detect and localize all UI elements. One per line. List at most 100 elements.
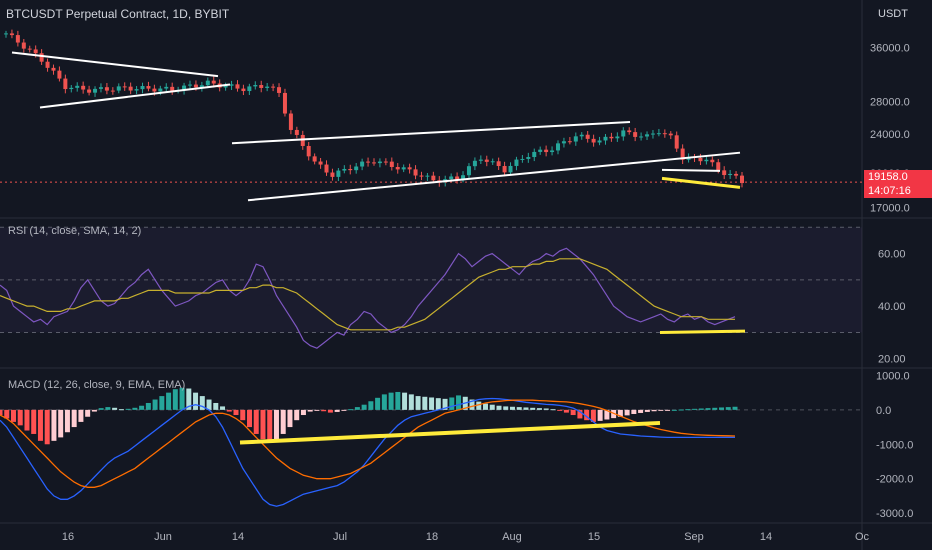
macd-histogram-bar — [415, 396, 421, 410]
candle-body — [496, 161, 501, 167]
candles — [4, 29, 744, 188]
trendline-yellow — [661, 176, 741, 189]
macd-histogram-bar — [361, 404, 367, 410]
macd-histogram-bar — [456, 395, 462, 410]
candle-body — [81, 85, 86, 90]
macd-histogram-bar — [172, 389, 178, 410]
macd-histogram-bar — [658, 409, 664, 411]
candle-body — [561, 141, 566, 144]
macd-histogram-bar — [287, 409, 293, 428]
macd-histogram-bar — [260, 409, 266, 440]
macd-signal-line — [0, 399, 736, 488]
macd-histogram-bar — [354, 407, 360, 410]
macd-histogram-bar — [530, 407, 536, 410]
candle-body — [389, 161, 394, 167]
rsi-trendline-yellow — [659, 329, 746, 334]
candle-body — [567, 141, 572, 143]
macd-histogram-bar — [105, 407, 111, 410]
macd-histogram-bar — [179, 387, 185, 410]
macd-histogram-bar — [206, 399, 212, 410]
trendline-white — [661, 168, 721, 172]
rsi-legend[interactable]: RSI (14, close, SMA, 14, 2) — [8, 225, 142, 237]
candle-body — [383, 161, 388, 163]
macd-histogram-bar — [489, 404, 495, 410]
macd-histogram-bar — [543, 408, 549, 410]
time-tick-label: 16 — [62, 531, 74, 543]
candle-body — [395, 166, 400, 170]
candle-body — [265, 86, 270, 88]
candle-body — [223, 85, 228, 88]
candle-body — [146, 86, 151, 89]
candle-body — [271, 86, 276, 88]
macd-histogram-bar — [671, 409, 677, 411]
macd-histogram-bar — [327, 409, 333, 413]
time-tick-label: 18 — [426, 531, 438, 543]
rsi-line — [0, 247, 736, 349]
macd-histogram-bar — [570, 409, 576, 416]
macd-histogram-bar — [71, 409, 77, 428]
candle-body — [229, 84, 234, 86]
candle-body — [4, 33, 8, 35]
candle-body — [158, 88, 163, 92]
macd-histogram-bar — [388, 392, 394, 410]
candle-body — [182, 85, 187, 91]
candle-body — [478, 159, 483, 161]
macd-histogram-bar — [732, 406, 738, 410]
candle-body — [354, 166, 359, 171]
macd-histogram-bar — [422, 396, 428, 410]
candle-body — [674, 135, 679, 149]
macd-histogram-bar — [152, 399, 158, 410]
rsi-tick-label: 20.00 — [878, 354, 906, 366]
macd-histogram-bar — [584, 409, 590, 421]
macd-legend[interactable]: MACD (12, 26, close, 9, EMA, EMA) — [8, 379, 186, 391]
macd-histogram-bar — [213, 402, 219, 410]
candle-body — [502, 166, 507, 173]
candle-body — [668, 133, 673, 136]
macd-histogram-bar — [307, 409, 313, 412]
candle-body — [419, 175, 424, 177]
candle-body — [484, 159, 489, 162]
candle-body — [318, 161, 323, 165]
candle-body — [413, 169, 418, 176]
macd-histogram-bar — [64, 409, 70, 433]
candle-body — [9, 33, 14, 36]
time-tick-label: Sep — [684, 531, 704, 543]
candle-body — [336, 170, 341, 177]
candle-body — [425, 175, 430, 177]
macd-line — [0, 397, 735, 507]
candle-body — [449, 176, 454, 180]
time-tick-label: Aug — [502, 531, 522, 543]
macd-histogram-bar — [37, 409, 43, 441]
candle-body — [312, 156, 317, 162]
candle-body — [15, 35, 20, 43]
candle-body — [33, 49, 38, 54]
symbol-title[interactable]: BTCUSDT Perpetual Contract, 1D, BYBIT — [6, 7, 230, 21]
macd-histogram-bar — [705, 408, 711, 410]
macd-tick-label: -3000.0 — [876, 508, 913, 520]
macd-histogram-bar — [368, 401, 374, 410]
candle-body — [87, 89, 92, 93]
macd-histogram-bar — [240, 409, 246, 421]
macd-histogram-bar — [503, 406, 509, 410]
candle-body — [472, 160, 477, 167]
macd-histogram-bar — [644, 409, 650, 412]
candle-body — [152, 88, 157, 92]
candle-body — [21, 42, 26, 49]
candle-body — [300, 134, 305, 146]
time-tick-label: Jun — [154, 531, 172, 543]
macd-histogram-bar — [665, 409, 671, 411]
candle-body — [603, 136, 608, 141]
macd-histogram-bar — [334, 409, 340, 412]
candle-body — [550, 150, 555, 153]
macd-histogram — [0, 387, 738, 445]
macd-histogram-bar — [132, 407, 138, 410]
macd-histogram-bar — [145, 402, 151, 410]
countdown-badge: 14:07:16 — [864, 184, 932, 198]
trendline-white — [11, 51, 219, 78]
macd-histogram-bar — [253, 409, 259, 434]
macd-histogram-bar — [112, 407, 118, 410]
macd-histogram-bar — [685, 409, 691, 411]
candle-body — [639, 136, 644, 138]
macd-histogram-bar — [91, 409, 97, 412]
